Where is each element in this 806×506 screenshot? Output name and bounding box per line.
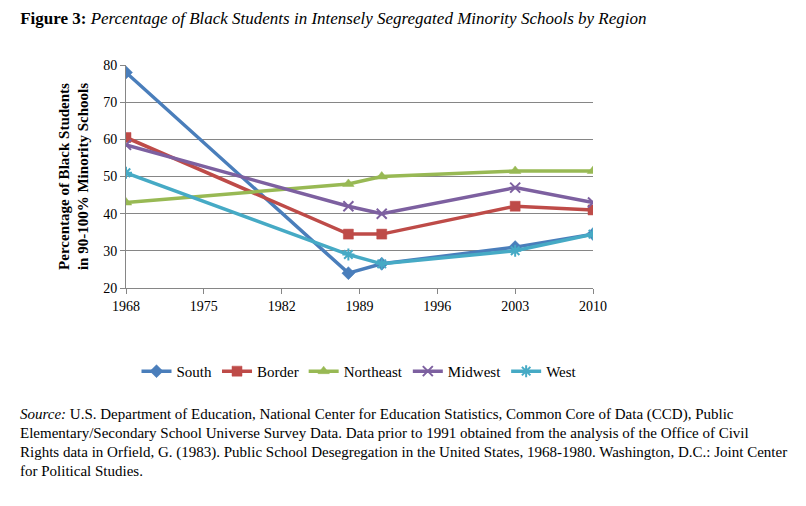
svg-text:40: 40 xyxy=(103,207,117,222)
svg-text:1982: 1982 xyxy=(268,299,296,314)
svg-text:Percentage of Black Studentsin: Percentage of Black Studentsin 90-100% M… xyxy=(56,83,92,270)
html-text:Source: U.S. Department of Edu: Source: U.S. Department of Education, Na… xyxy=(20,406,788,479)
svg-text:1968: 1968 xyxy=(112,299,140,314)
svg-text:1975: 1975 xyxy=(190,299,218,314)
svg-text:2003: 2003 xyxy=(501,299,529,314)
svg-text:Northeast: Northeast xyxy=(344,364,403,380)
svg-text:Border: Border xyxy=(257,364,299,380)
svg-text:Figure 3: Percentage of Black: Figure 3: Percentage of Black Students i… xyxy=(20,9,646,28)
svg-text:80: 80 xyxy=(103,58,117,73)
svg-text:60: 60 xyxy=(103,132,117,147)
svg-text:30: 30 xyxy=(103,244,117,259)
svg-text:1996: 1996 xyxy=(423,299,451,314)
svg-text:Midwest: Midwest xyxy=(448,364,501,380)
svg-text:West: West xyxy=(546,364,576,380)
svg-text:1989: 1989 xyxy=(346,299,374,314)
svg-text:50: 50 xyxy=(103,169,117,184)
svg-text:70: 70 xyxy=(103,95,117,110)
svg-text:20: 20 xyxy=(103,281,117,296)
svg-text:2010: 2010 xyxy=(579,299,607,314)
svg-text:South: South xyxy=(177,364,213,380)
